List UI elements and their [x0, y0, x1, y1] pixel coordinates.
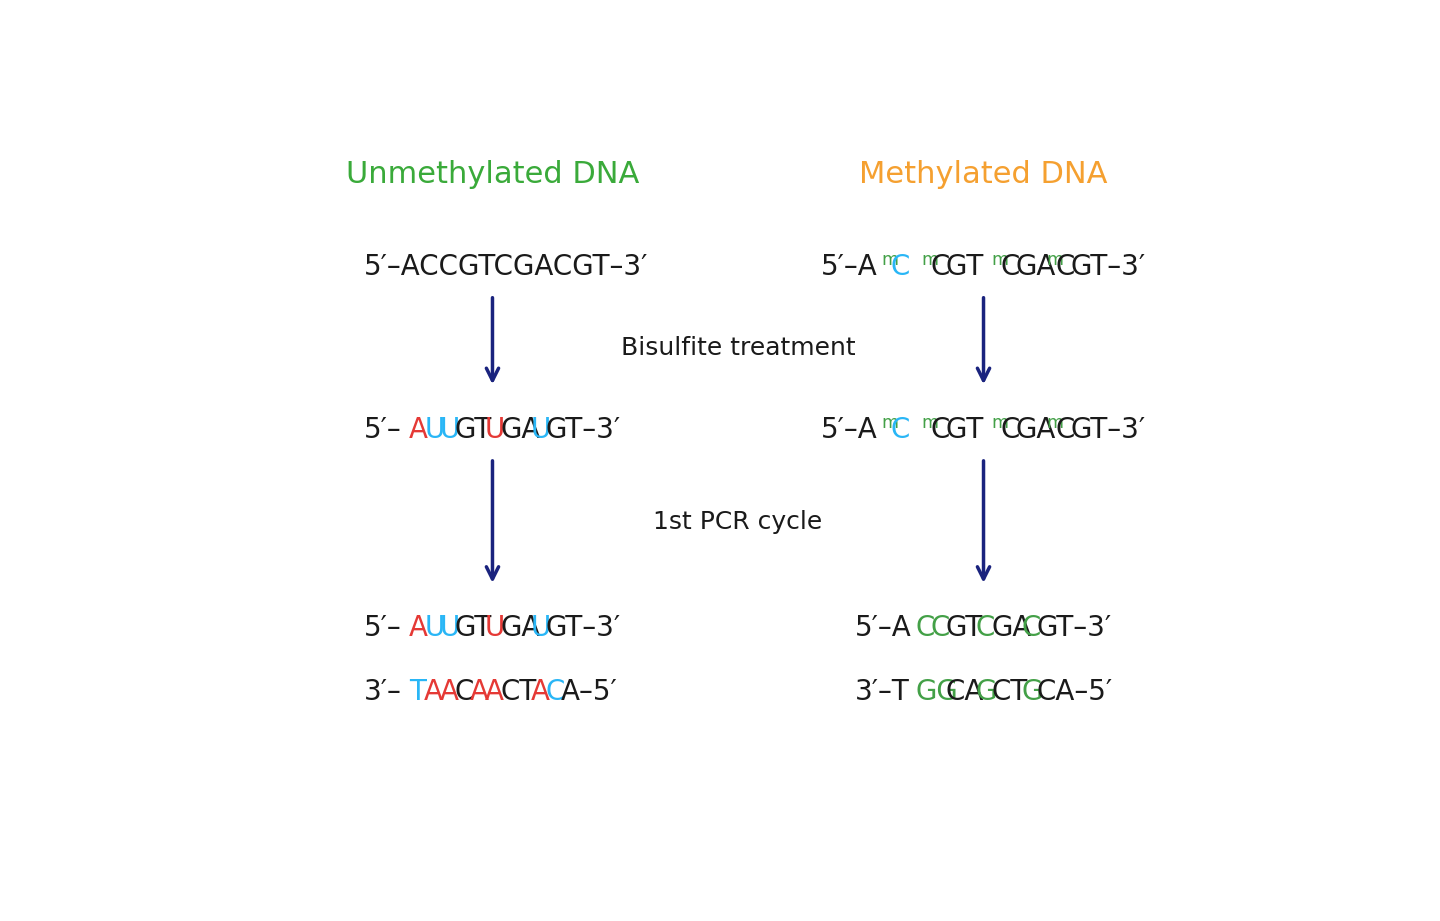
Text: C: C: [930, 252, 950, 281]
Text: GT–3′: GT–3′: [546, 415, 621, 444]
Text: GT: GT: [946, 614, 984, 642]
Text: m: m: [922, 251, 937, 269]
Text: m: m: [1045, 251, 1063, 269]
Text: m: m: [922, 414, 937, 432]
Text: GT: GT: [946, 252, 992, 281]
Text: m: m: [881, 414, 899, 432]
Text: C: C: [1001, 252, 1020, 281]
Text: U: U: [425, 614, 445, 642]
Text: G: G: [976, 678, 998, 706]
Text: m: m: [881, 251, 899, 269]
Text: C: C: [891, 415, 910, 444]
Text: C: C: [976, 614, 995, 642]
Text: U: U: [439, 614, 459, 642]
Text: A: A: [425, 678, 444, 706]
Text: 5′–ACCGTCGACGT–3′: 5′–ACCGTCGACGT–3′: [363, 252, 648, 281]
Text: A–5′: A–5′: [560, 678, 618, 706]
Text: U: U: [485, 415, 505, 444]
Text: 5′–: 5′–: [363, 614, 402, 642]
Text: CA–5′: CA–5′: [1037, 678, 1113, 706]
Text: m: m: [991, 414, 1008, 432]
Text: 5′–A: 5′–A: [854, 614, 912, 642]
Text: CA: CA: [946, 678, 984, 706]
Text: C: C: [930, 614, 950, 642]
Text: m: m: [991, 251, 1008, 269]
Text: U: U: [439, 415, 459, 444]
Text: C: C: [1001, 415, 1020, 444]
Text: U: U: [425, 415, 445, 444]
Text: CT: CT: [500, 678, 536, 706]
Text: 3′–T: 3′–T: [854, 678, 909, 706]
Text: Bisulfite treatment: Bisulfite treatment: [621, 336, 855, 360]
Text: C: C: [916, 614, 935, 642]
Text: U: U: [530, 415, 550, 444]
Text: GT–3′: GT–3′: [1070, 415, 1146, 444]
Text: Methylated DNA: Methylated DNA: [860, 160, 1107, 189]
Text: C: C: [930, 415, 950, 444]
Text: GA: GA: [1015, 415, 1056, 444]
Text: A: A: [530, 678, 550, 706]
Text: 5′–A: 5′–A: [821, 415, 877, 444]
Text: CT: CT: [991, 678, 1027, 706]
Text: A: A: [409, 415, 428, 444]
Text: C: C: [1021, 614, 1041, 642]
Text: U: U: [530, 614, 550, 642]
Text: m: m: [1045, 414, 1063, 432]
Text: A: A: [485, 678, 504, 706]
Text: 5′–: 5′–: [363, 415, 402, 444]
Text: GA: GA: [1015, 252, 1056, 281]
Text: GG: GG: [916, 678, 958, 706]
Text: G: G: [1021, 678, 1043, 706]
Text: 5′–A: 5′–A: [821, 252, 877, 281]
Text: A: A: [469, 678, 488, 706]
Text: A: A: [409, 614, 428, 642]
Text: GT: GT: [455, 415, 492, 444]
Text: 1st PCR cycle: 1st PCR cycle: [654, 510, 822, 534]
Text: GT–3′: GT–3′: [546, 614, 621, 642]
Text: GT–3′: GT–3′: [1070, 252, 1146, 281]
Text: GA: GA: [500, 614, 540, 642]
Text: Unmethylated DNA: Unmethylated DNA: [346, 160, 639, 189]
Text: GA: GA: [500, 415, 540, 444]
Text: U: U: [485, 614, 505, 642]
Text: T: T: [409, 678, 426, 706]
Text: C: C: [455, 678, 474, 706]
Text: 3′–: 3′–: [363, 678, 402, 706]
Text: C: C: [891, 252, 910, 281]
Text: GT: GT: [946, 415, 992, 444]
Text: GT–3′: GT–3′: [1037, 614, 1112, 642]
Text: GT: GT: [455, 614, 492, 642]
Text: A: A: [439, 678, 458, 706]
Text: GA: GA: [991, 614, 1031, 642]
Text: C: C: [1056, 252, 1074, 281]
Text: C: C: [1056, 415, 1074, 444]
Text: C: C: [546, 678, 564, 706]
